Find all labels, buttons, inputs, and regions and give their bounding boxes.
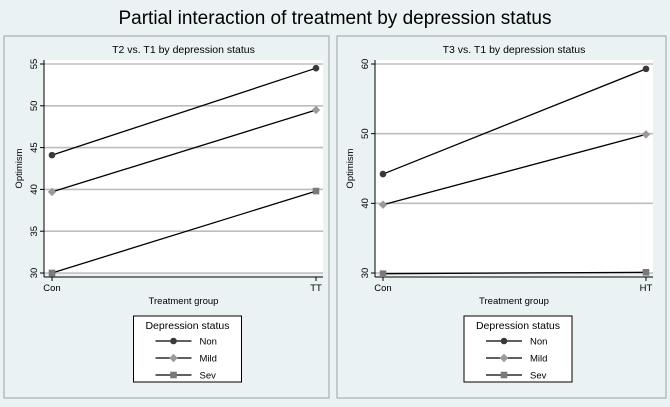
series-line-mild xyxy=(51,109,317,193)
data-point-sev xyxy=(642,269,650,276)
y-tick-label: 40 xyxy=(29,184,40,195)
y-tick-label: 40 xyxy=(360,198,371,209)
panel-title: T2 vs. T1 by depression status xyxy=(112,44,255,56)
legend-marker xyxy=(170,337,177,345)
legend-label: Mild xyxy=(200,354,217,365)
legend-label: Sev xyxy=(200,371,217,382)
x-axis-label: Treatment group xyxy=(149,296,219,307)
series-line-non xyxy=(382,68,647,175)
y-axis-label: Optimism xyxy=(14,148,25,188)
legend-marker xyxy=(169,353,178,363)
chart-panel-1: T2 vs. T1 by depression status 30 35 40 45 50… xyxy=(3,35,330,399)
x-tick-label: Con xyxy=(43,283,60,294)
y-tick-label: 60 xyxy=(360,59,371,70)
legend-label: Sev xyxy=(530,371,547,382)
legend-box xyxy=(463,315,573,383)
legend-box xyxy=(133,315,242,383)
legend: Depression status Non Mild Sev xyxy=(463,315,573,383)
x-tick-label: Con xyxy=(374,283,391,294)
panel-title: T3 vs. T1 by depression status xyxy=(443,44,586,56)
data-point-non xyxy=(48,151,56,159)
data-point-non xyxy=(642,65,650,73)
legend-marker xyxy=(499,353,509,363)
legend-title: Depression status xyxy=(145,320,229,332)
series-line-sev xyxy=(51,190,317,274)
x-axis-label: Treatment group xyxy=(479,296,549,307)
data-point-mild xyxy=(311,105,321,115)
series-line-sev xyxy=(382,271,647,275)
data-point-mild xyxy=(47,187,57,197)
legend: Depression status Non Mild Sev xyxy=(133,315,242,383)
legend-label: Mild xyxy=(530,354,547,365)
y-tick-label: 50 xyxy=(29,101,40,112)
y-tick-label: 30 xyxy=(29,268,40,279)
data-point-mild xyxy=(641,130,651,139)
figure-title: Partial interaction of treatment by depr… xyxy=(118,8,551,29)
legend-label: Non xyxy=(200,337,217,348)
x-tick-label: HT xyxy=(640,283,653,294)
chart-panel-2: T3 vs. T1 by depression status 30 40 50 60 Op… xyxy=(336,35,667,399)
data-point-non xyxy=(312,64,320,72)
y-tick-label: 30 xyxy=(360,268,371,279)
legend-title: Depression status xyxy=(476,320,560,332)
data-point-sev xyxy=(48,269,56,277)
y-tick-label: 35 xyxy=(29,226,40,237)
plot-area xyxy=(44,60,323,273)
data-point-sev xyxy=(379,270,387,277)
data-point-sev xyxy=(312,187,320,195)
data-point-non xyxy=(379,170,387,178)
series-line-non xyxy=(51,67,317,156)
y-axis-label: Optimism xyxy=(345,148,356,188)
plot-area xyxy=(375,60,653,273)
legend-label: Non xyxy=(530,337,547,348)
data-point-mild xyxy=(378,200,388,209)
x-tick-label: TT xyxy=(310,283,322,294)
y-tick-label: 45 xyxy=(29,142,40,153)
panel-border xyxy=(3,35,330,399)
legend-marker xyxy=(500,371,508,379)
panel-border xyxy=(336,35,667,399)
legend-marker xyxy=(170,371,177,379)
y-tick-label: 55 xyxy=(29,59,40,70)
series-line-mild xyxy=(382,133,647,206)
y-tick-label: 50 xyxy=(360,128,371,139)
legend-marker xyxy=(500,337,508,345)
